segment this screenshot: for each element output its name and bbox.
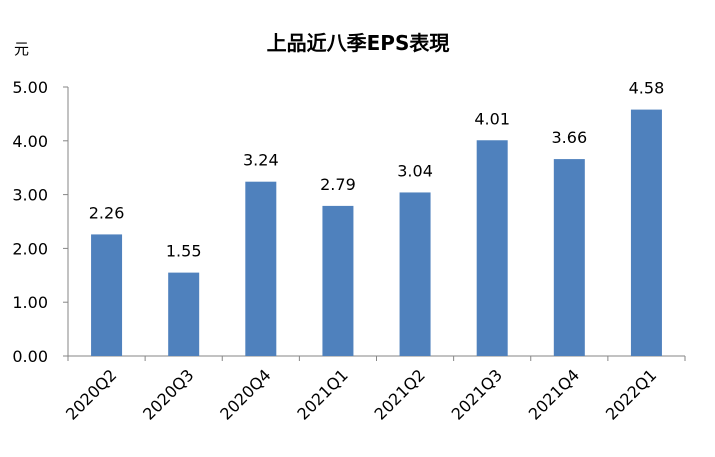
x-tick-label: 2021Q4 xyxy=(525,365,583,423)
data-label: 2.26 xyxy=(89,203,125,222)
data-label: 2.79 xyxy=(320,175,356,194)
data-label: 3.66 xyxy=(552,128,588,147)
bar xyxy=(322,205,354,356)
bar xyxy=(476,140,508,356)
bar xyxy=(630,109,662,356)
x-tick-label: 2020Q3 xyxy=(139,365,197,423)
x-tick-label: 2021Q1 xyxy=(293,365,351,423)
bar xyxy=(399,192,431,356)
data-label: 3.04 xyxy=(397,161,433,180)
y-unit-label: 元 xyxy=(14,40,29,58)
y-tick-label: 3.00 xyxy=(12,186,48,205)
data-label: 1.55 xyxy=(166,242,202,261)
bars xyxy=(91,109,662,356)
data-labels: 2.26 1.55 3.24 2.79 3.04 4.01 3.66 4.58 xyxy=(89,79,665,261)
data-label: 4.58 xyxy=(629,79,665,98)
x-tick-label: 2020Q2 xyxy=(62,365,120,423)
bar xyxy=(245,181,277,356)
y-tick-label: 2.00 xyxy=(12,239,48,258)
x-tick-label: 2021Q3 xyxy=(448,365,506,423)
x-tick-label: 2022Q1 xyxy=(602,365,660,423)
data-label: 4.01 xyxy=(474,109,510,128)
y-tick-label: 4.00 xyxy=(12,132,48,151)
chart-title: 上品近八季EPS表現 xyxy=(267,31,450,55)
data-label: 3.24 xyxy=(243,151,279,170)
y-tick-label: 1.00 xyxy=(12,293,48,312)
y-tick-label: 0.00 xyxy=(12,347,48,366)
bar xyxy=(91,234,123,356)
x-tick-label: 2020Q4 xyxy=(216,365,274,423)
bar xyxy=(553,159,585,356)
y-tick-label: 5.00 xyxy=(12,78,48,97)
bar xyxy=(168,272,200,356)
x-tick-label: 2021Q2 xyxy=(371,365,429,423)
